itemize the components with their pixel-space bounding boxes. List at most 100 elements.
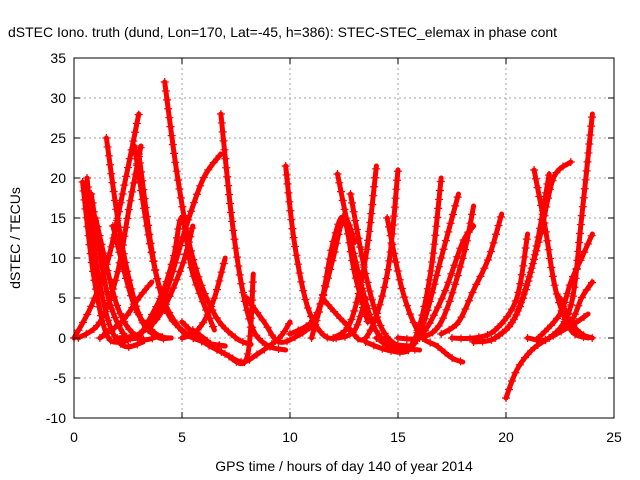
data-point-marker xyxy=(492,230,501,239)
y-tick-label: 0 xyxy=(58,330,66,346)
data-point-marker xyxy=(231,244,240,253)
data-point-marker xyxy=(289,233,298,242)
data-point-marker xyxy=(151,265,160,274)
data-point-marker xyxy=(110,313,119,322)
data-point-marker xyxy=(172,275,181,284)
data-point-marker xyxy=(252,331,261,340)
series-trace xyxy=(546,279,595,341)
data-point-marker xyxy=(545,334,554,342)
y-tick-label: 35 xyxy=(50,50,66,66)
data-point-marker xyxy=(351,258,360,267)
data-point-marker xyxy=(217,118,226,127)
data-point-marker xyxy=(567,300,576,309)
data-point-marker xyxy=(369,191,378,200)
data-point-marker xyxy=(367,209,376,218)
data-point-marker xyxy=(439,314,448,323)
data-point-marker xyxy=(404,346,413,355)
data-point-marker xyxy=(234,261,243,270)
data-point-marker xyxy=(550,281,559,290)
data-point-marker xyxy=(540,327,549,336)
data-point-marker xyxy=(576,256,585,265)
data-point-marker xyxy=(129,137,138,146)
data-point-marker xyxy=(122,172,131,181)
data-point-marker xyxy=(297,277,306,286)
data-point-marker xyxy=(187,263,196,272)
data-point-marker xyxy=(281,162,290,170)
data-point-marker xyxy=(390,203,399,212)
data-point-marker xyxy=(114,223,123,232)
data-point-marker xyxy=(461,305,470,314)
data-point-marker xyxy=(480,264,489,273)
data-point-marker xyxy=(258,315,267,324)
data-point-marker xyxy=(379,339,388,348)
data-point-marker xyxy=(329,334,338,342)
data-point-marker xyxy=(423,306,432,315)
data-point-marker xyxy=(179,258,188,267)
data-point-marker xyxy=(519,261,528,270)
data-point-marker xyxy=(580,248,589,257)
data-point-marker xyxy=(109,187,118,196)
data-point-marker xyxy=(144,221,153,230)
data-point-marker xyxy=(527,264,536,273)
data-point-marker xyxy=(125,325,134,334)
data-point-marker xyxy=(178,202,187,211)
data-point-marker xyxy=(456,357,465,366)
data-point-marker xyxy=(153,274,162,283)
data-point-marker xyxy=(218,127,227,136)
series-20 xyxy=(242,294,319,346)
data-point-marker xyxy=(88,198,97,207)
data-point-marker xyxy=(174,176,183,185)
data-point-marker xyxy=(428,328,437,337)
data-point-marker xyxy=(516,279,525,288)
data-point-marker xyxy=(579,193,588,202)
data-point-marker xyxy=(516,298,525,307)
data-point-marker xyxy=(436,177,445,186)
data-point-marker xyxy=(138,288,147,297)
data-point-marker xyxy=(126,196,135,205)
data-point-marker xyxy=(156,294,165,303)
data-point-marker xyxy=(340,205,349,214)
data-point-marker xyxy=(497,319,506,328)
data-point-marker xyxy=(124,205,133,214)
data-point-marker xyxy=(444,278,453,287)
data-point-marker xyxy=(133,308,142,317)
data-point-marker xyxy=(190,330,199,339)
data-point-marker xyxy=(110,323,119,332)
data-point-marker xyxy=(498,328,507,337)
data-point-marker xyxy=(103,329,112,338)
data-point-marker xyxy=(111,230,120,239)
data-point-marker xyxy=(370,317,379,326)
data-point-marker xyxy=(380,329,389,338)
data-point-marker xyxy=(108,222,117,230)
data-point-marker xyxy=(166,122,175,131)
data-point-marker xyxy=(373,309,382,318)
data-point-marker xyxy=(219,136,228,145)
data-point-marker xyxy=(468,288,477,297)
data-point-marker xyxy=(426,266,435,275)
data-point-marker xyxy=(215,151,224,160)
data-point-marker xyxy=(349,207,358,216)
data-point-marker xyxy=(139,185,148,194)
data-point-marker xyxy=(219,259,228,268)
data-point-marker xyxy=(113,267,122,276)
data-point-marker xyxy=(168,140,177,149)
data-point-marker xyxy=(227,208,236,217)
data-point-marker xyxy=(450,261,459,270)
data-point-marker xyxy=(390,212,399,221)
data-point-marker xyxy=(198,297,207,306)
data-point-marker xyxy=(246,323,255,332)
data-point-marker xyxy=(478,337,487,346)
data-point-marker xyxy=(216,110,225,118)
data-point-marker xyxy=(459,235,468,244)
data-point-marker xyxy=(110,196,119,205)
data-point-marker xyxy=(217,321,226,330)
data-point-marker xyxy=(124,283,133,292)
data-point-marker xyxy=(184,245,193,254)
data-point-marker xyxy=(174,323,183,332)
data-point-marker xyxy=(469,338,478,346)
data-point-marker xyxy=(382,274,391,283)
data-point-marker xyxy=(395,348,404,357)
data-point-marker xyxy=(224,181,233,190)
data-point-marker xyxy=(364,236,373,245)
data-point-marker xyxy=(541,227,550,236)
